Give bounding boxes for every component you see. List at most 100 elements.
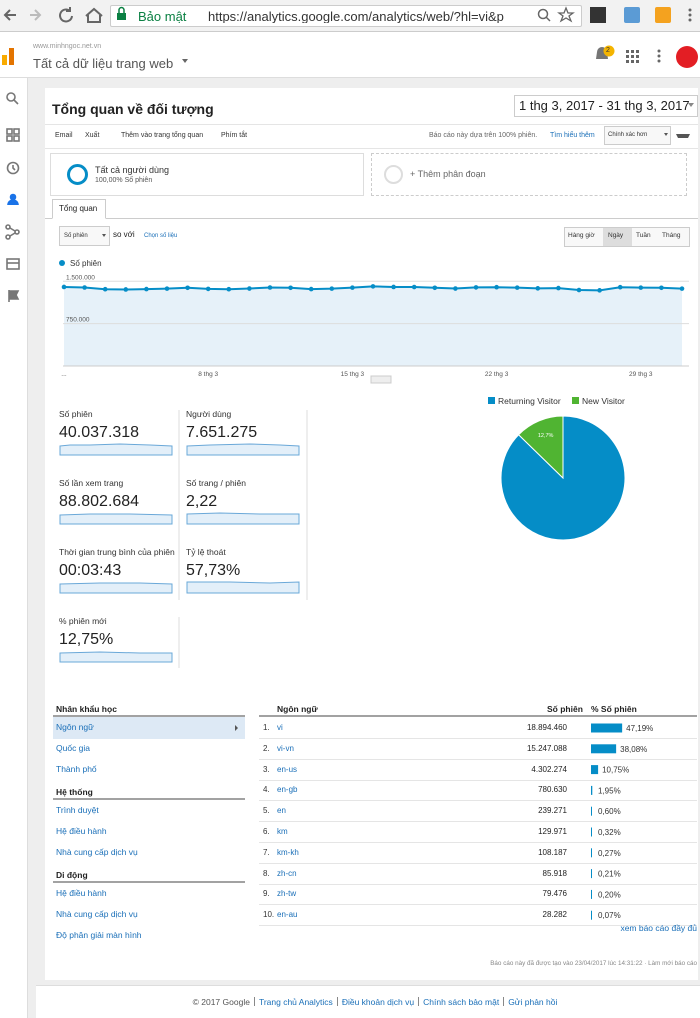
point (247, 286, 252, 291)
nav-heading: Nhân khẩu học (56, 704, 117, 714)
row-rule (259, 925, 697, 927)
row-index: 8. (263, 868, 270, 878)
footer-link[interactable]: Trang chủ Analytics (258, 997, 333, 1007)
separator (418, 997, 420, 1006)
point (226, 286, 232, 292)
language-link[interactable]: km-kh (277, 847, 299, 857)
language-link[interactable]: km (277, 827, 288, 836)
nav-item[interactable]: Độ phân giải màn hình (56, 930, 142, 940)
language-link[interactable]: en-au (277, 910, 298, 920)
secure-label: Bảo mật (138, 9, 187, 24)
bar (591, 765, 599, 775)
tab-label[interactable]: Tổng quan (59, 204, 98, 213)
extension-icon[interactable] (655, 7, 671, 23)
row-index: 5. (263, 806, 270, 816)
precision-box[interactable] (604, 126, 671, 145)
point (679, 286, 685, 291)
add-segment[interactable]: + Thêm phân đoạn (410, 169, 486, 179)
cap-icon[interactable] (676, 134, 690, 138)
point (123, 287, 129, 292)
tab[interactable] (52, 199, 106, 219)
nav-item[interactable]: Nhà cung cấp dịch vụ (56, 847, 138, 857)
nav-item[interactable]: Ngôn ngữ (56, 722, 94, 732)
segment-share: 100,00% Số phiên (95, 177, 153, 184)
menu-dots[interactable] (688, 8, 692, 22)
granularity-button[interactable]: Tuần (636, 232, 651, 239)
scorecard-label: Người dùng (186, 409, 232, 419)
language-link[interactable]: zh-tw (277, 889, 297, 899)
segment-ring (67, 164, 88, 185)
point (617, 284, 623, 290)
metric-select[interactable]: Số phiên (64, 233, 88, 239)
precision[interactable]: Chính xác hơn (608, 132, 648, 138)
date-range[interactable]: 1 thg 3, 2017 - 31 thg 3, 2017 (519, 98, 690, 113)
point (659, 285, 664, 291)
more-icon[interactable] (657, 49, 661, 63)
nav-item[interactable]: Nhà cung cấp dịch vụ (56, 909, 138, 919)
apps-icon[interactable] (626, 50, 639, 63)
add-segment-box[interactable] (371, 153, 687, 196)
point (205, 286, 211, 292)
language-link[interactable]: zh-cn (277, 868, 297, 878)
bar (591, 806, 592, 816)
full-report-link[interactable]: xem báo cáo đầy đủ (620, 923, 697, 933)
granularity-button[interactable]: Tháng (662, 232, 681, 239)
date-caret[interactable] (688, 103, 694, 107)
point (308, 286, 314, 292)
language-link[interactable]: vi (277, 723, 283, 732)
sessions: 15.247.088 (526, 743, 567, 753)
language-link[interactable]: en-gb (277, 785, 298, 795)
row-rule (259, 883, 697, 885)
point (267, 285, 273, 290)
bar-label: 0,07% (598, 911, 621, 920)
extension-icon[interactable] (624, 7, 640, 23)
nav-item[interactable]: Thành phố (56, 764, 97, 774)
granularity-active (603, 228, 632, 246)
scorecard-value: 57,73% (186, 562, 241, 579)
nav-item[interactable]: Hệ điều hành (56, 826, 107, 836)
footer-link[interactable]: Gửi phản hồi (508, 997, 558, 1007)
sessions: 239.271 (538, 806, 567, 816)
toolbar-item[interactable]: Thêm vào trang tổng quan (121, 132, 204, 139)
date-box[interactable] (514, 95, 698, 117)
avatar[interactable] (676, 46, 698, 68)
bar-label: 38,08% (620, 745, 647, 754)
sidebar-icons[interactable] (5, 92, 20, 302)
language-link[interactable]: vi-vn (277, 743, 294, 753)
url[interactable]: https://analytics.google.com/analytics/w… (208, 10, 504, 23)
point (391, 284, 396, 290)
toolbar-rule (45, 124, 698, 149)
legend-dot (59, 260, 65, 266)
choose-metric[interactable]: Chọn số liệu (144, 233, 178, 239)
extension-icon[interactable] (590, 7, 606, 23)
nav-item[interactable]: Quốc gia (56, 743, 91, 753)
toolbar-item[interactable]: Email (55, 132, 73, 139)
toolbar-item[interactable]: Phím tắt (221, 132, 248, 139)
nav-highlight (53, 717, 245, 739)
chart-resizer[interactable] (370, 375, 392, 384)
footer-link[interactable]: Điều khoản dịch vụ (341, 997, 415, 1007)
segment-box[interactable] (50, 153, 364, 196)
property-caret[interactable] (182, 59, 188, 63)
learn-more[interactable]: Tìm hiểu thêm (550, 132, 595, 139)
metric-dropdown[interactable] (59, 226, 110, 246)
scorecard-value: 7.651.275 (186, 424, 258, 441)
footer-link[interactable]: Chính sách bảo mật (423, 997, 500, 1007)
sessions: 85.918 (542, 868, 567, 878)
nav-item[interactable]: Trình duyệt (56, 805, 99, 815)
toolbar-item[interactable]: Xuất (85, 132, 100, 139)
language-link[interactable]: en-us (277, 764, 298, 774)
language-link[interactable]: en (277, 806, 286, 816)
sparklines (59, 443, 300, 663)
nav-heading: Hệ thống (56, 787, 93, 797)
nav-rules (53, 715, 245, 883)
granularity-button[interactable]: Ngày (608, 232, 624, 239)
address-box[interactable] (110, 5, 582, 27)
granularity-button[interactable]: Hàng giờ (568, 232, 595, 239)
nav-item[interactable]: Hệ điều hành (56, 888, 107, 898)
table-header: % Số phiên (591, 704, 637, 714)
row-index: 1. (263, 723, 270, 732)
property-name[interactable]: Tất cả dữ liệu trang web (33, 56, 174, 71)
bar (591, 848, 592, 858)
segment-name[interactable]: Tất cả người dùng (95, 165, 169, 175)
